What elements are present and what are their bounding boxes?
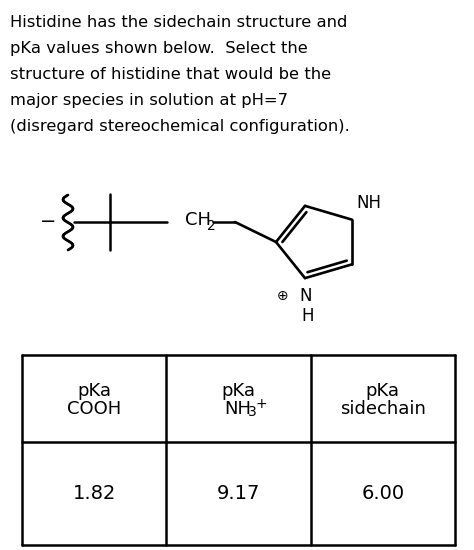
- Text: pKa: pKa: [366, 382, 400, 399]
- Text: pKa: pKa: [77, 382, 111, 399]
- Text: +: +: [255, 398, 267, 411]
- Text: NH: NH: [356, 194, 381, 212]
- Text: (disregard stereochemical configuration).: (disregard stereochemical configuration)…: [10, 119, 350, 134]
- Text: 2: 2: [207, 219, 216, 233]
- Text: 9.17: 9.17: [217, 484, 260, 503]
- Text: Histidine has the sidechain structure and: Histidine has the sidechain structure an…: [10, 15, 347, 30]
- Text: 3: 3: [247, 405, 256, 420]
- Text: NH: NH: [225, 399, 252, 417]
- Text: structure of histidine that would be the: structure of histidine that would be the: [10, 67, 331, 82]
- Text: ⊕: ⊕: [277, 289, 289, 303]
- Text: sidechain: sidechain: [340, 399, 426, 417]
- Text: pKa: pKa: [221, 382, 255, 399]
- Text: H: H: [301, 307, 313, 325]
- Text: N: N: [299, 287, 311, 305]
- Text: −: −: [40, 212, 56, 232]
- Text: pKa values shown below.  Select the: pKa values shown below. Select the: [10, 41, 308, 56]
- Text: major species in solution at pH=7: major species in solution at pH=7: [10, 93, 288, 108]
- Text: 1.82: 1.82: [73, 484, 116, 503]
- Text: 6.00: 6.00: [361, 484, 404, 503]
- Text: COOH: COOH: [67, 399, 121, 417]
- Text: CH: CH: [185, 211, 211, 229]
